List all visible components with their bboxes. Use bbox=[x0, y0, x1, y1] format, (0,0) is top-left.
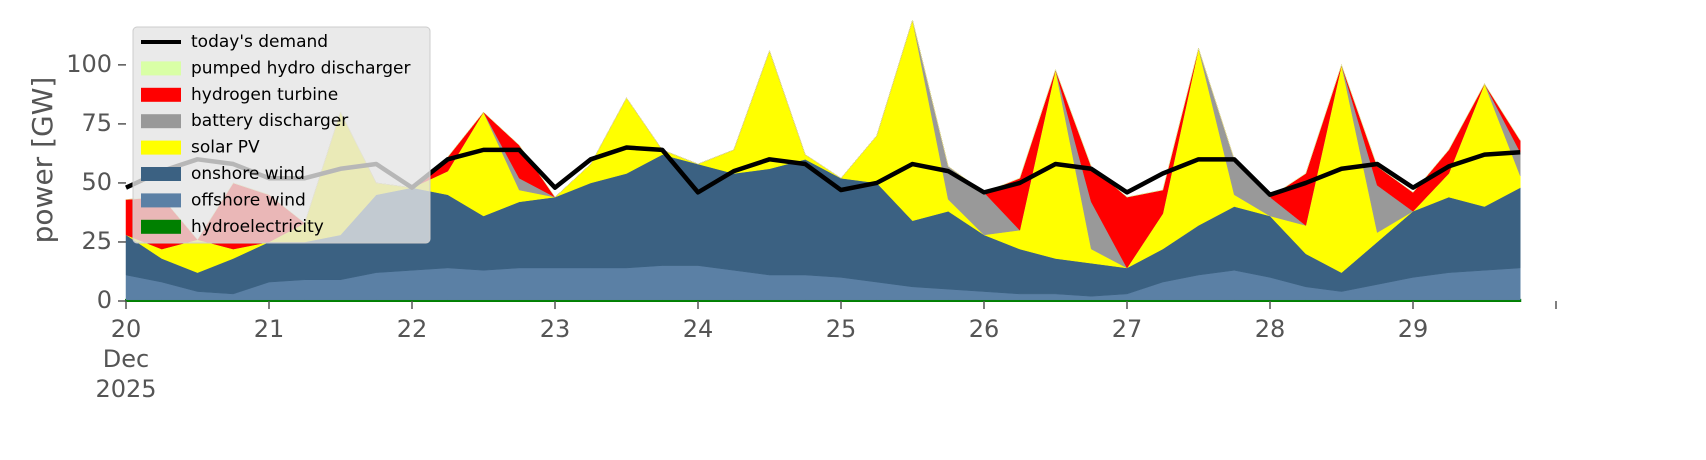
y-tick-label: 100 bbox=[66, 50, 112, 78]
legend-label: battery discharger bbox=[191, 111, 348, 131]
x-tick-label: 29 bbox=[1397, 315, 1429, 343]
y-tick-label: 75 bbox=[81, 109, 112, 137]
x-tick-label: 21 bbox=[253, 315, 285, 343]
y-tick-label: 25 bbox=[81, 227, 112, 255]
legend: today's demand pumped hydro discharger hyd… bbox=[132, 26, 431, 244]
legend-swatch bbox=[141, 193, 181, 208]
x-tick-label: 22 bbox=[396, 315, 428, 343]
x-tick-label: 27 bbox=[1111, 315, 1143, 343]
legend-box bbox=[132, 26, 431, 244]
legend-label: pumped hydro discharger bbox=[191, 58, 410, 78]
legend-swatch bbox=[141, 87, 181, 102]
x-tick-label: 26 bbox=[968, 315, 1000, 343]
legend-label: hydrogen turbine bbox=[191, 85, 338, 105]
y-tick-label: 0 bbox=[97, 286, 112, 314]
x-tick-label: 24 bbox=[682, 315, 714, 343]
legend-label: hydroelectricity bbox=[191, 217, 324, 237]
legend-swatch bbox=[141, 61, 181, 76]
y-tick-label: 50 bbox=[81, 168, 112, 196]
legend-swatch bbox=[141, 167, 181, 181]
legend-label: solar PV bbox=[191, 138, 260, 158]
x-tick-label: 28 bbox=[1254, 315, 1286, 343]
legend-swatch bbox=[141, 140, 181, 155]
y-axis-label: power [GW] bbox=[26, 77, 59, 244]
legend-label: today's demand bbox=[191, 32, 328, 52]
x-tick-label: 25 bbox=[825, 315, 857, 343]
legend-swatch bbox=[141, 114, 181, 129]
legend-label: onshore wind bbox=[191, 164, 305, 184]
x-tick-label: 20 Dec 2025 bbox=[95, 315, 157, 403]
legend-label: offshore wind bbox=[191, 190, 306, 210]
legend-swatch bbox=[141, 219, 181, 234]
x-tick-label: 23 bbox=[539, 315, 571, 343]
